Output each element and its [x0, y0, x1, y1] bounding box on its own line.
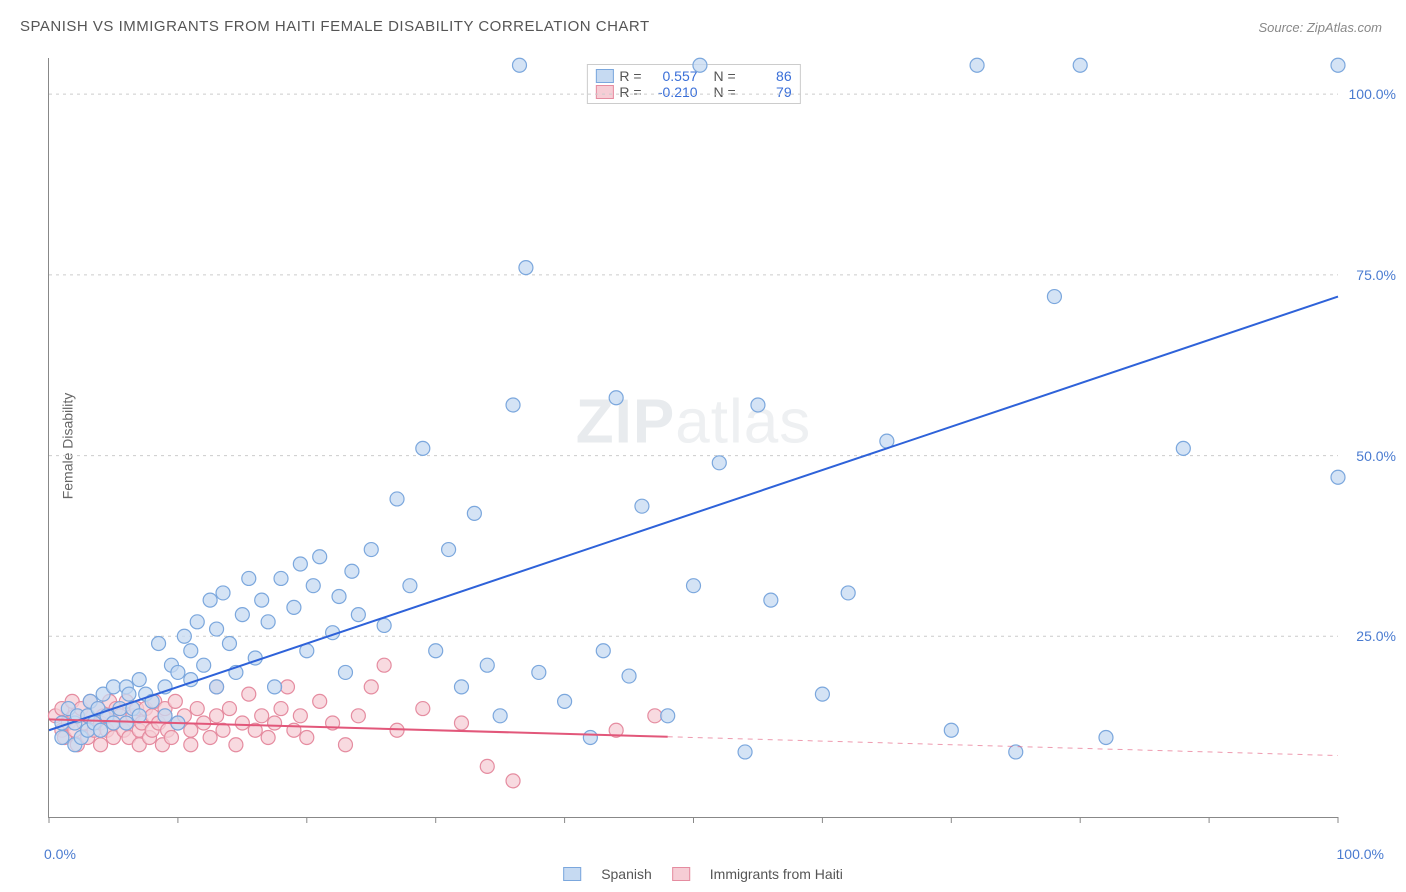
- y-tick-label: 25.0%: [1344, 628, 1396, 644]
- swatch-haiti-bottom: [672, 867, 690, 881]
- x-tick-right: 100.0%: [1337, 846, 1384, 862]
- chart-svg: [49, 58, 1338, 817]
- series-legend: Spanish Immigrants from Haiti: [563, 866, 843, 882]
- source-label: Source: ZipAtlas.com: [1258, 20, 1382, 35]
- legend-label-haiti: Immigrants from Haiti: [710, 866, 843, 882]
- y-tick-label: 75.0%: [1344, 267, 1396, 283]
- y-tick-label: 50.0%: [1344, 448, 1396, 464]
- swatch-spanish-bottom: [563, 867, 581, 881]
- x-tick-left: 0.0%: [44, 846, 76, 862]
- y-tick-label: 100.0%: [1344, 86, 1396, 102]
- plot-area: ZIPatlas R = 0.557 N = 86 R = -0.210 N =…: [48, 58, 1338, 818]
- chart-title: SPANISH VS IMMIGRANTS FROM HAITI FEMALE …: [20, 18, 650, 35]
- legend-label-spanish: Spanish: [601, 866, 652, 882]
